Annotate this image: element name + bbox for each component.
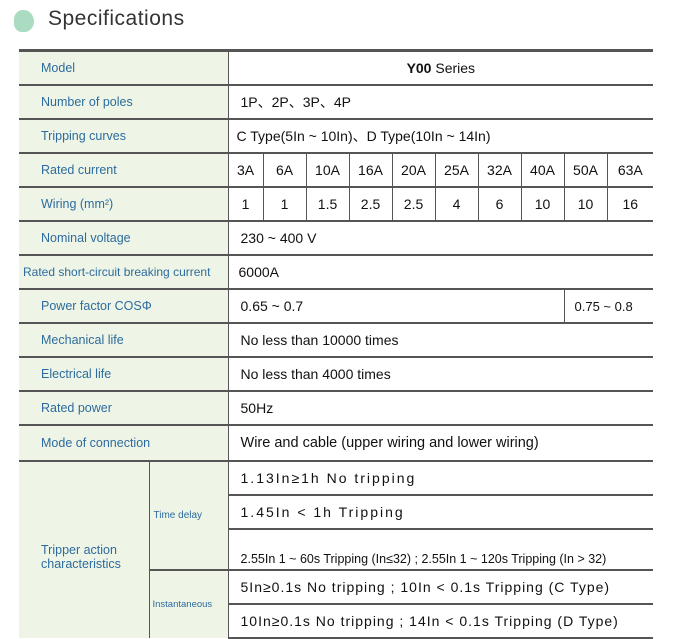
cell: 1	[228, 186, 264, 221]
cell: 32A	[477, 152, 522, 187]
label: Mechanical life	[19, 322, 229, 357]
cell: 1.5	[305, 186, 350, 221]
label: Model	[19, 49, 229, 85]
label: Rated current	[19, 152, 229, 187]
page-title: Specifications	[48, 7, 185, 30]
value: 2.55In 1 ~ 60s Tripping (In≤32) ; 2.55In…	[228, 528, 654, 570]
value: 5In≥0.1s No tripping ; 10In < 0.1s Tripp…	[228, 569, 654, 604]
cell: 3A	[228, 152, 264, 187]
cell: 10	[563, 186, 608, 221]
value: No less than 4000 times	[228, 356, 654, 391]
cell: 10A	[305, 152, 350, 187]
value: No less than 10000 times	[228, 322, 654, 357]
label: Mode of connection	[19, 424, 229, 461]
cell: 40A	[520, 152, 565, 187]
value: 0.75 ~ 0.8	[564, 288, 654, 323]
spec-table: Model Y00 Series Number of poles 1P、2P、3P、…	[19, 49, 654, 639]
cell: 2.5	[348, 186, 393, 221]
label: Wiring (mm²)	[19, 186, 229, 221]
value: 1P、2P、3P、4P	[228, 84, 654, 119]
value: Wire and cable (upper wiring and lower w…	[228, 424, 654, 461]
cell: 4	[434, 186, 479, 221]
value: 6000A	[228, 254, 654, 289]
section-header: Specifications	[14, 4, 185, 34]
cell: 16	[606, 186, 654, 221]
label: Rated short-circuit breaking current	[19, 254, 229, 289]
value: C Type(5In ~ 10In)、D Type(10In ~ 14In)	[228, 118, 654, 153]
cell: 20A	[391, 152, 436, 187]
cell: 63A	[606, 152, 654, 187]
cell: 2.5	[391, 186, 436, 221]
label: Rated power	[19, 390, 229, 425]
cell: 50A	[563, 152, 608, 187]
cell: 10	[520, 186, 565, 221]
cell: 6	[477, 186, 522, 221]
value: 1.13In≥1h No tripping	[228, 460, 654, 495]
value: 1.45In < 1h Tripping	[228, 494, 654, 529]
cell: 1	[262, 186, 307, 221]
cell: 16A	[348, 152, 393, 187]
value: 230 ~ 400 V	[228, 220, 654, 255]
cell: 6A	[262, 152, 307, 187]
value: 0.65 ~ 0.7	[228, 288, 565, 323]
value: 50Hz	[228, 390, 654, 425]
label: Electrical life	[19, 356, 229, 391]
label: Tripper action characteristics	[19, 460, 150, 638]
label: Power factor COSΦ	[19, 288, 229, 323]
bullet-icon	[14, 10, 34, 32]
label: Number of poles	[19, 84, 229, 119]
label: Nominal voltage	[19, 220, 229, 255]
sublabel: Time delay	[149, 460, 229, 570]
sublabel: Instantaneous	[149, 569, 229, 638]
row-model: Model Y00 Series	[19, 49, 654, 85]
cell: 25A	[434, 152, 479, 187]
value: 10In≥0.1s No tripping ; 14In < 0.1s Trip…	[228, 603, 654, 639]
label: Tripping curves	[19, 118, 229, 153]
